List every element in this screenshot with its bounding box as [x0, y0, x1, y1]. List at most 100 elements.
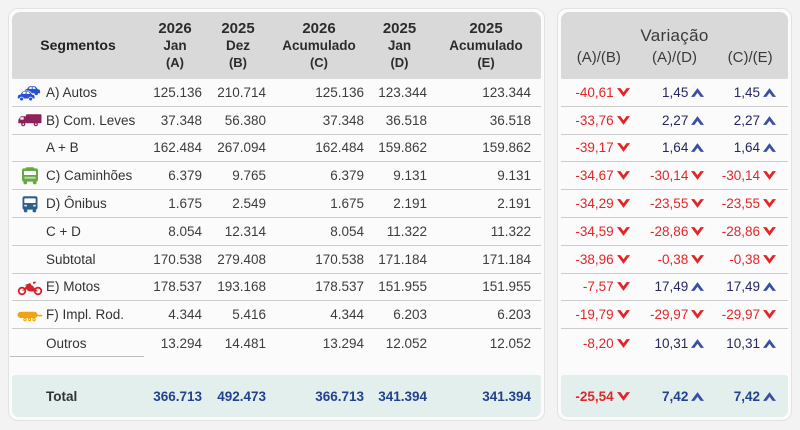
value-cell: 11.322	[386, 223, 427, 239]
value-cell: 279.408	[217, 251, 266, 267]
value-cell: 8.054	[330, 223, 364, 239]
table-row: C) Caminhões 6.379 9.765 6.379 9.131 9.1…	[12, 162, 541, 191]
value-cell: 1.675	[168, 196, 202, 212]
segment-label: C + D	[46, 223, 81, 239]
down-arrow-icon	[762, 310, 776, 320]
variation-row: -34,59 -28,86 -28,86	[561, 218, 788, 246]
table-row: Outros 13.294 14.481 13.294 12.052 12.05…	[10, 329, 541, 357]
variation-value: 1,64	[733, 140, 760, 156]
value-cell: 13.294	[322, 335, 364, 351]
value-cell: 193.168	[217, 279, 266, 295]
segment-label-cell: A) Autos	[12, 85, 144, 102]
variation-cell: -38,96	[561, 252, 637, 267]
variation-cell: -30,14	[712, 168, 788, 183]
segments-table-header: Segmentos 2026 Jan (A) 2025 Dez (B) 2026…	[12, 12, 541, 79]
table-row: D) Ônibus 1.675 2.549 1.675 2.191 2.191	[12, 190, 541, 218]
value-cell: 123.344	[482, 84, 531, 100]
down-arrow-icon	[762, 171, 776, 181]
down-arrow-icon	[691, 254, 705, 264]
variation-value: -29,97	[721, 307, 760, 323]
value-cell: 151.955	[482, 279, 531, 295]
variation-column-header-ab: (A)/(B)	[576, 48, 621, 66]
value-cell: 178.537	[315, 279, 364, 295]
down-arrow-icon	[691, 171, 705, 181]
down-arrow-icon	[616, 199, 630, 208]
variation-value: -0,38	[657, 251, 689, 267]
down-arrow-icon	[616, 227, 630, 236]
variation-value: -0,38	[729, 251, 760, 267]
left-spacer	[12, 357, 541, 375]
variation-cell: -30,14	[637, 168, 713, 183]
segment-label-cell: F) Impl. Rod.	[12, 307, 144, 322]
segment-label-cell: D) Ônibus	[12, 195, 144, 212]
column-header-B: 2025 Dez (B)	[221, 20, 255, 70]
value-cell: 11.322	[490, 223, 531, 239]
variation-row: -39,17 1,64 1,64	[561, 135, 788, 163]
value-cell: 56.380	[224, 112, 266, 128]
variation-cell: -28,86	[637, 224, 713, 239]
value-cell: 12.314	[224, 223, 266, 239]
variation-value: -23,55	[650, 196, 689, 212]
value-cell: 36.518	[385, 112, 427, 128]
variation-value: 1,64	[662, 140, 689, 156]
value-cell: 6.203	[497, 307, 531, 323]
down-arrow-icon	[762, 254, 776, 264]
variation-cell: -0,38	[712, 252, 788, 267]
down-arrow-icon	[616, 391, 630, 401]
value-cell: 159.862	[378, 140, 427, 156]
variation-cell: -34,67	[561, 168, 637, 183]
variation-cell: 7,42	[712, 389, 788, 404]
total-row: Total 366.713 492.473 366.713 341.394 34…	[12, 375, 541, 417]
segment-label-cell: C) Caminhões	[12, 166, 144, 185]
down-arrow-icon	[691, 227, 705, 236]
variation-cell: -40,61	[561, 85, 637, 100]
value-cell: 9.131	[497, 168, 531, 184]
segment-label: F) Impl. Rod.	[46, 307, 125, 323]
value-cell: 4.344	[168, 307, 202, 323]
variation-cell: 10,31	[637, 336, 713, 351]
value-cell: 6.379	[330, 168, 364, 184]
variation-value: -39,17	[575, 140, 614, 156]
motos-icon	[17, 278, 43, 296]
variation-row: -40,61 1,45 1,45	[561, 79, 788, 107]
variation-table-header: Variação (A)/(B) (A)/(D) (C)/(E)	[561, 12, 788, 79]
variation-value: 10,31	[654, 335, 689, 351]
variation-value: -30,14	[721, 168, 760, 184]
variation-cell: -39,17	[561, 140, 637, 155]
variation-value: 1,45	[662, 84, 689, 100]
variation-cell: -29,97	[712, 307, 788, 322]
value-cell: 9.131	[393, 168, 427, 184]
variation-column-header-ce: (C)/(E)	[727, 48, 773, 66]
segment-label-cell: B) Com. Leves	[12, 113, 144, 128]
up-arrow-icon	[762, 143, 776, 153]
variation-cell: -7,57	[561, 279, 637, 294]
value-cell: 9.765	[232, 168, 266, 184]
value-cell: 171.184	[378, 251, 427, 267]
segment-label: B) Com. Leves	[46, 112, 136, 128]
down-arrow-icon	[691, 310, 705, 320]
impl-rod-icon	[17, 306, 43, 324]
variation-value: -40,61	[575, 84, 614, 100]
total-value-C: 366.713	[315, 388, 364, 404]
down-arrow-icon	[762, 227, 776, 236]
up-arrow-icon	[691, 115, 705, 125]
table-row: C + D 8.054 12.314 8.054 11.322 11.322	[12, 218, 541, 246]
variation-value: 1,45	[733, 84, 760, 100]
down-arrow-icon	[616, 338, 630, 348]
column-header-D: 2025 Jan (D)	[382, 20, 417, 70]
variation-value: 17,49	[654, 279, 689, 295]
variation-value: -25,54	[575, 388, 614, 404]
variation-value: 17,49	[726, 279, 760, 295]
value-cell: 2.191	[393, 196, 427, 212]
up-arrow-icon	[762, 391, 776, 401]
down-arrow-icon	[616, 171, 630, 181]
variation-cell: 1,45	[712, 85, 788, 100]
value-cell: 159.862	[482, 140, 531, 156]
value-cell: 162.484	[315, 140, 364, 156]
up-arrow-icon	[691, 282, 705, 292]
value-cell: 170.538	[153, 251, 202, 267]
table-row: F) Impl. Rod. 4.344 5.416 4.344 6.203 6.…	[12, 301, 541, 330]
variation-table-panel: Variação (A)/(B) (A)/(D) (C)/(E) -40,61 1…	[557, 8, 792, 421]
variation-value: -38,96	[575, 251, 614, 267]
value-cell: 12.052	[385, 335, 427, 351]
